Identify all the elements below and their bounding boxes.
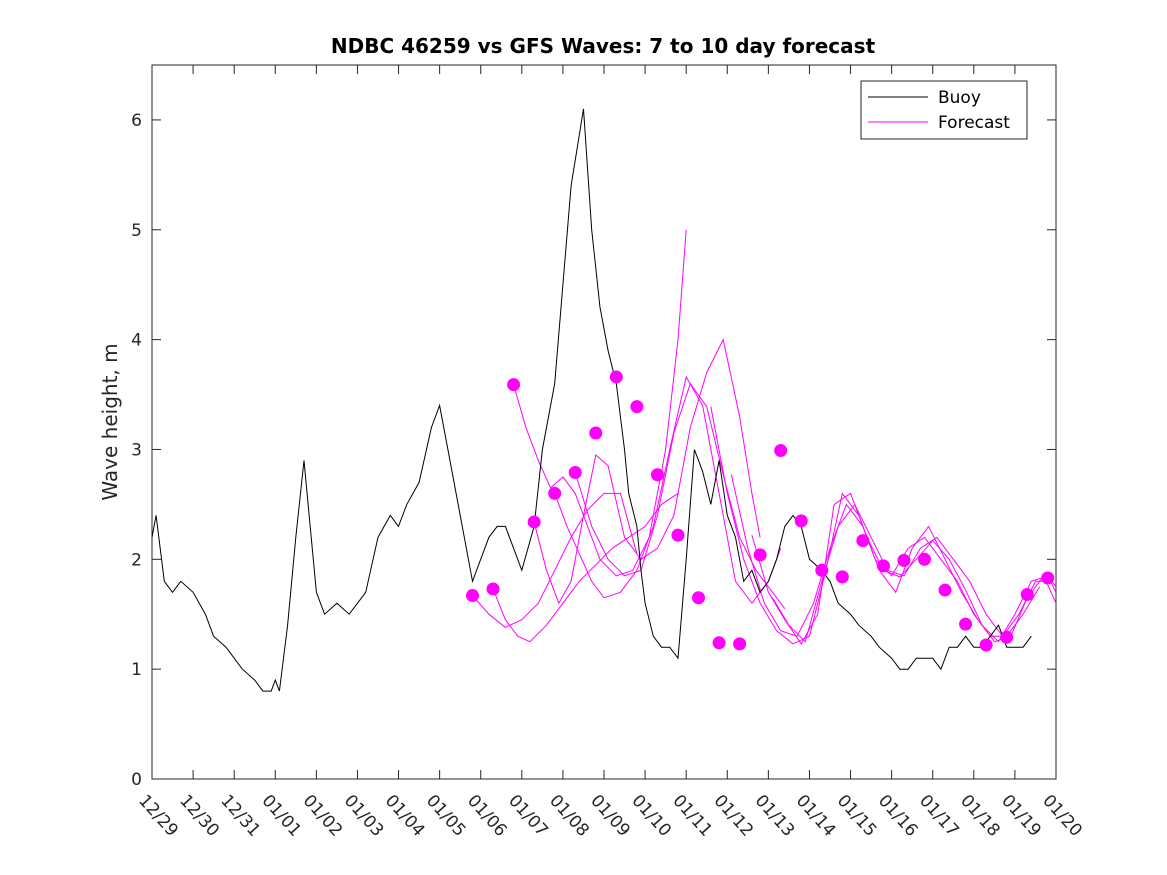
forecast-marker [753, 548, 767, 562]
x-tick-label: 12/30 [175, 791, 223, 841]
forecast-marker [938, 583, 952, 597]
x-tick-label: 01/04 [381, 791, 429, 841]
x-tick-label: 01/09 [586, 791, 634, 841]
x-tick-label: 01/07 [504, 791, 552, 841]
y-tick-label: 5 [131, 221, 142, 241]
x-tick-label: 01/20 [1038, 791, 1086, 841]
x-tick-label: 01/08 [545, 791, 593, 841]
forecast-marker [979, 638, 993, 652]
y-axis: 0 1 2 3 4 5 6 [131, 111, 1056, 790]
forecast-line [554, 375, 782, 605]
forecast-marker [527, 515, 541, 529]
x-tick-label: 01/03 [340, 791, 388, 841]
forecast-marker [856, 534, 870, 548]
legend-label-buoy: Buoy [938, 88, 981, 108]
x-tick-label: 01/11 [668, 791, 716, 841]
forecast-marker [1000, 630, 1014, 644]
chart-title: NDBC 46259 vs GFS Waves: 7 to 10 day for… [331, 34, 876, 58]
forecast-marker [815, 563, 829, 577]
plot-area [151, 64, 1057, 780]
legend-box [860, 80, 1028, 140]
x-tick-label: 01/16 [874, 791, 922, 841]
x-tick-label: 01/14 [792, 791, 840, 841]
y-tick-label: 6 [131, 111, 142, 131]
x-tick-label: 01/13 [751, 791, 799, 841]
x-tick-label: 01/10 [627, 791, 675, 841]
forecast-marker [959, 617, 973, 631]
forecast-marker [918, 552, 932, 566]
y-axis-label: Wave height, m [98, 343, 122, 500]
forecast-marker [568, 466, 582, 480]
x-tick-label: 01/01 [258, 791, 306, 841]
legend-label-forecast: Forecast [938, 113, 1010, 133]
forecast-marker [794, 514, 808, 528]
forecast-marker [548, 486, 562, 500]
forecast-marker [589, 426, 603, 440]
forecast-line [492, 492, 679, 643]
forecast-marker [671, 528, 685, 542]
x-tick-label: 01/02 [299, 791, 347, 841]
forecast-marker [876, 559, 890, 573]
legend: Buoy Forecast [860, 80, 1028, 140]
y-tick-label: 2 [131, 550, 142, 570]
forecast-marker [609, 370, 623, 384]
forecast-marker [774, 444, 788, 458]
forecast-marker [897, 553, 911, 567]
forecast-marker [630, 400, 644, 414]
forecast-marker [650, 468, 664, 482]
x-tick-label: 01/19 [997, 791, 1045, 841]
forecast-marker [835, 570, 849, 584]
y-tick-label: 3 [131, 440, 142, 460]
forecast-line [772, 503, 1057, 643]
forecast-marker [486, 582, 500, 596]
y-tick-label: 0 [131, 770, 142, 790]
x-tick-label: 01/18 [956, 791, 1004, 841]
x-tick-label: 01/12 [710, 791, 758, 841]
forecast-marker [466, 589, 480, 603]
series-layer [151, 108, 1057, 692]
x-tick-label: 01/05 [422, 791, 470, 841]
forecast-marker [712, 636, 726, 650]
forecast-marker [507, 378, 521, 392]
forecast-line [472, 492, 638, 628]
x-tick-label: 12/29 [134, 791, 182, 841]
x-tick-label: 01/17 [915, 791, 963, 841]
forecast-marker [1041, 571, 1055, 585]
buoy-line [151, 108, 1032, 692]
y-tick-label: 1 [131, 660, 142, 680]
forecast-markers [466, 370, 1055, 652]
x-tick-label: 01/15 [833, 791, 881, 841]
y-tick-label: 4 [131, 331, 142, 351]
x-tick-label: 01/06 [463, 791, 511, 841]
forecast-marker [692, 591, 706, 605]
x-tick-label: 12/31 [216, 791, 264, 841]
forecast-marker [1020, 587, 1034, 601]
forecast-marker [733, 637, 747, 651]
